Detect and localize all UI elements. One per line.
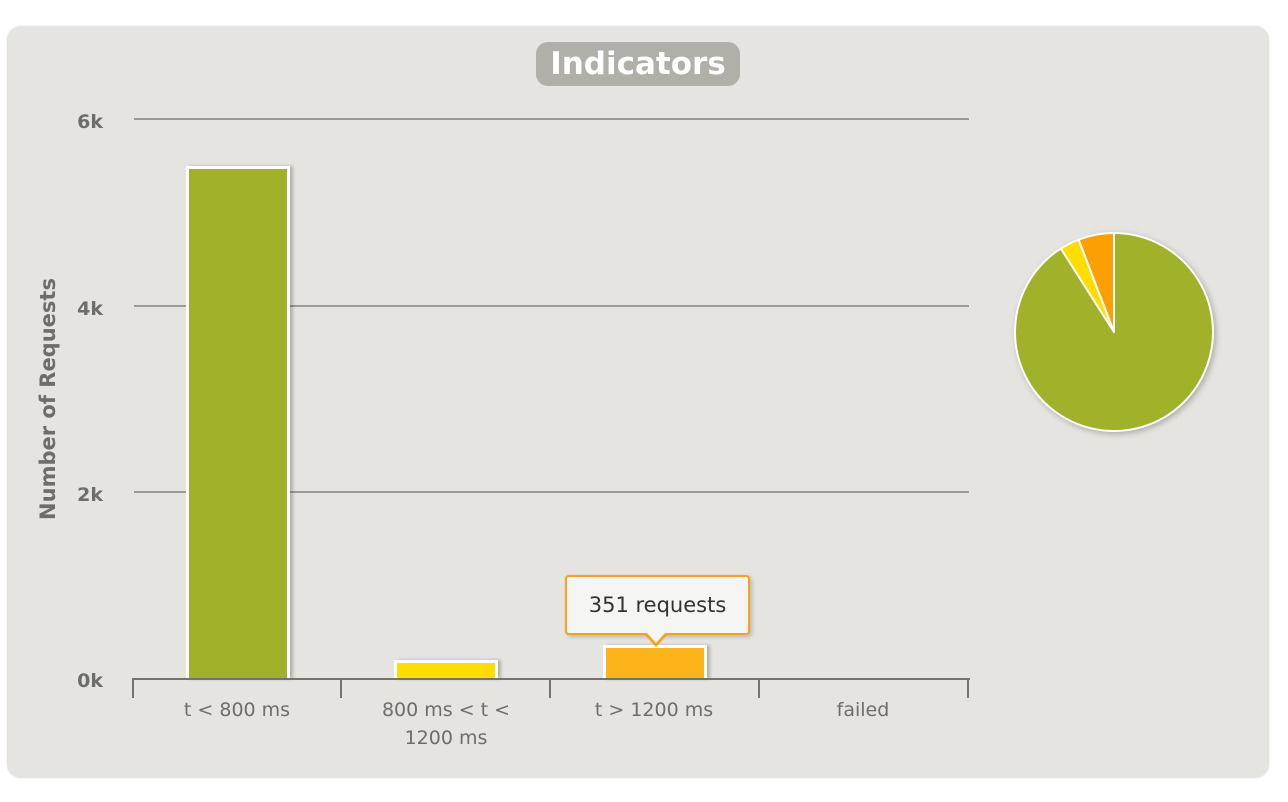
- x-label-800-1200: 800 ms < t < 1200 ms: [381, 699, 511, 749]
- x-axis-line: [133, 678, 970, 680]
- x-tick: [340, 678, 342, 698]
- bar-0[interactable]: [186, 166, 290, 679]
- bar-tooltip: 351 requests: [565, 575, 750, 635]
- x-tick: [758, 678, 760, 698]
- pie-slice-2[interactable]: [1077, 232, 1115, 333]
- gridline-2k: [134, 491, 969, 493]
- gridline-4k: [134, 305, 969, 307]
- x-label-under-800: t < 800 ms: [183, 699, 291, 721]
- x-tick: [132, 678, 134, 698]
- x-tick: [549, 678, 551, 698]
- tooltip-arrow-inner: [646, 632, 666, 643]
- x-label-over-1200: t > 1200 ms: [594, 699, 714, 721]
- bar-1[interactable]: [394, 660, 498, 679]
- gridline-6k: [134, 118, 969, 120]
- bar-2[interactable]: [603, 645, 707, 679]
- chart-title: Indicators: [536, 42, 740, 86]
- x-tick: [967, 678, 969, 698]
- y-tick-4k: 4k: [77, 298, 103, 320]
- y-tick-6k: 6k: [77, 111, 103, 133]
- x-label-failed: failed: [836, 699, 890, 721]
- pie-chart: [1014, 232, 1214, 432]
- y-axis-label: Number of Requests: [36, 278, 60, 520]
- y-tick-0k: 0k: [77, 670, 103, 692]
- y-tick-2k: 2k: [77, 484, 103, 506]
